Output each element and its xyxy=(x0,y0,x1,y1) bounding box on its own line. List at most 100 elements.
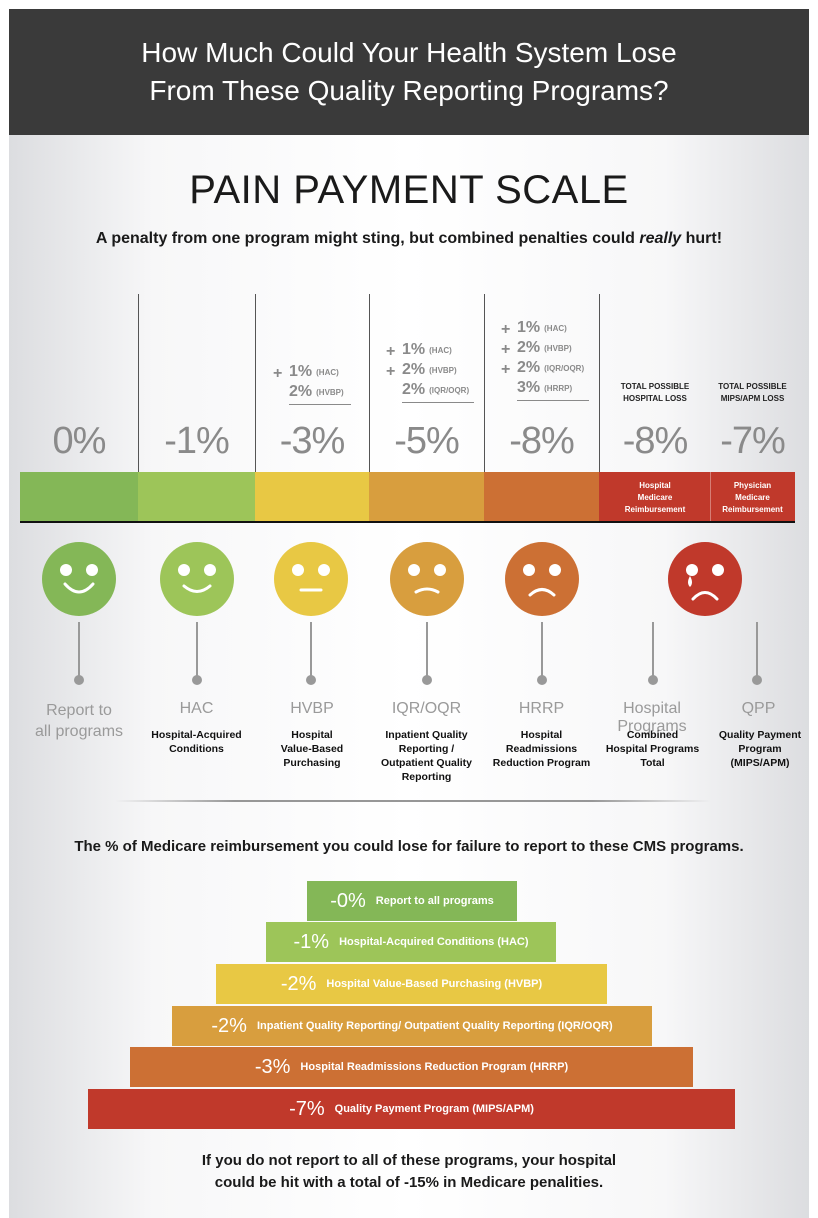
bar-label-line: Hospital xyxy=(639,481,671,490)
pyramid-tier: -7% Quality Payment Program (MIPS/APM) xyxy=(88,1089,735,1129)
desc-line: Quality Payment xyxy=(718,729,802,741)
subtitle-after: hurt! xyxy=(681,230,723,247)
desc-line: Total xyxy=(640,757,665,769)
category-hospital-programs: Hospital Programs xyxy=(617,700,687,735)
footer-summary: If you do not report to all of these pro… xyxy=(0,1150,818,1194)
pyramid-tier: -3% Hospital Readmissions Reduction Progr… xyxy=(130,1047,693,1087)
tier-label: Hospital Readmissions Reduction Program … xyxy=(300,1061,569,1073)
total-line: TOTAL POSSIBLE xyxy=(718,382,787,391)
connector-dot xyxy=(422,675,432,685)
category-hrrp: HRRP xyxy=(518,700,565,717)
category-line: all programs xyxy=(34,723,124,740)
pct-hvbp: -3% xyxy=(279,420,346,462)
total-hospital-label: TOTAL POSSIBLE HOSPITAL LOSS xyxy=(600,381,710,405)
tier-label: Inpatient Quality Reporting/ Outpatient … xyxy=(256,1020,613,1032)
desc-line: Outpatient Quality xyxy=(380,757,472,769)
pct-report-all: 0% xyxy=(52,420,107,462)
plus-sign: + xyxy=(386,343,396,360)
tier-label: Hospital Value-Based Purchasing (HVBP) xyxy=(326,978,543,990)
category-report-all: Report to all programs xyxy=(20,700,138,742)
connector-dot xyxy=(752,675,762,685)
desc-line: Program xyxy=(738,743,782,755)
desc-line: Conditions xyxy=(169,743,224,755)
pct-iqr: -5% xyxy=(394,420,460,462)
stack-tag: (HAC) xyxy=(316,368,339,377)
pyramid-tier: -2% Hospital Value-Based Purchasing (HVBP… xyxy=(216,964,607,1004)
crying-face-icon xyxy=(668,542,742,616)
column-divider xyxy=(484,294,485,522)
desc-iqr: Inpatient Quality Reporting / Outpatient… xyxy=(369,728,484,784)
stack-hvbp: +1% (HAC) 2% (HVBP) xyxy=(273,362,351,405)
scale-baseline xyxy=(20,521,795,523)
total-line: MIPS/APM LOSS xyxy=(720,394,785,403)
plus-sign: + xyxy=(273,365,283,382)
connector-stem xyxy=(310,622,312,678)
scale-segment xyxy=(138,472,255,521)
pct-qpp: -7% xyxy=(720,420,786,462)
connector-dot xyxy=(648,675,658,685)
scale-segment xyxy=(20,472,138,521)
desc-hac: Hospital-Acquired Conditions xyxy=(138,728,255,756)
desc-line: Reporting xyxy=(401,771,452,783)
stack-tag: (HVBP) xyxy=(316,388,344,397)
plus-sign: + xyxy=(386,363,396,380)
stack-tag: (IQR/OQR) xyxy=(429,386,470,395)
bar-label-hospital: Hospital Medicare Reimbursement xyxy=(600,480,710,516)
scale-segment xyxy=(255,472,369,521)
connector-stem xyxy=(756,622,758,678)
connector-stem xyxy=(196,622,198,678)
desc-hvbp: Hospital Value-Based Purchasing xyxy=(255,728,369,770)
slight-frown-face-icon xyxy=(390,542,464,616)
total-line: HOSPITAL LOSS xyxy=(623,394,687,403)
smile-face-icon xyxy=(160,542,234,616)
desc-line: Hospital Programs xyxy=(605,743,700,755)
bar-label-line: Physician xyxy=(733,481,772,490)
header-title-line1: How Much Could Your Health System Lose xyxy=(141,37,677,68)
bar-label-line: Reimbursement xyxy=(722,505,783,514)
stack-value: 1% xyxy=(289,363,313,380)
connector-stem xyxy=(426,622,428,678)
pct-hrrp: -8% xyxy=(509,420,575,462)
desc-line: Reporting / xyxy=(398,743,455,755)
pyramid-tier: -0% Report to all programs xyxy=(307,881,517,921)
category-line: Report to xyxy=(46,702,112,719)
connector-dot xyxy=(192,675,202,685)
bar-label-physician: Physician Medicare Reimbursement xyxy=(710,480,795,516)
desc-line: Hospital xyxy=(291,729,333,741)
category-iqr: IQR/OQR xyxy=(391,700,462,717)
column-divider xyxy=(138,294,139,522)
column-divider xyxy=(255,294,256,522)
desc-line: Inpatient Quality xyxy=(385,729,468,741)
tier-pct: -2% xyxy=(280,972,317,995)
stack-tag: (HRRP) xyxy=(544,384,573,393)
column-divider xyxy=(599,294,600,522)
bar-label-line: Medicare xyxy=(735,493,770,502)
plus-sign: + xyxy=(501,321,511,338)
total-mips-label: TOTAL POSSIBLE MIPS/APM LOSS xyxy=(710,381,795,405)
segment-divider xyxy=(710,472,711,521)
connector-dot xyxy=(74,675,84,685)
tier-pct: -2% xyxy=(211,1014,247,1037)
footer-line2: could be hit with a total of -15% in Med… xyxy=(214,1174,604,1191)
scale-segment xyxy=(484,472,599,521)
desc-line: Hospital xyxy=(520,729,563,741)
subtitle: A penalty from one program might sting, … xyxy=(0,230,818,248)
desc-line: Value-Based xyxy=(280,743,344,755)
stack-iqr: +1% (HAC) +2% (HVBP) 2% (IQR/OQR) xyxy=(386,340,474,403)
stack-value: 2% xyxy=(517,339,541,356)
stack-rule xyxy=(517,400,589,401)
scale-segment xyxy=(599,472,795,521)
plus-sign: + xyxy=(501,341,511,358)
stack-tag: (HVBP) xyxy=(544,344,572,353)
stack-value: 2% xyxy=(402,381,426,398)
happy-face-icon xyxy=(42,542,116,616)
desc-line: (MIPS/APM) xyxy=(730,757,790,769)
pyramid-tier: -1% Hospital-Acquired Conditions (HAC) xyxy=(266,922,556,962)
pct-hospital-total: -8% xyxy=(622,420,689,462)
tier-pct: -1% xyxy=(293,930,330,953)
connector-stem xyxy=(78,622,80,678)
category-hvbp: HVBP xyxy=(290,700,334,717)
connector-dot xyxy=(306,675,316,685)
tier-pct: -7% xyxy=(289,1097,325,1120)
pyramid-tier: -2% Inpatient Quality Reporting/ Outpatie… xyxy=(172,1006,652,1046)
